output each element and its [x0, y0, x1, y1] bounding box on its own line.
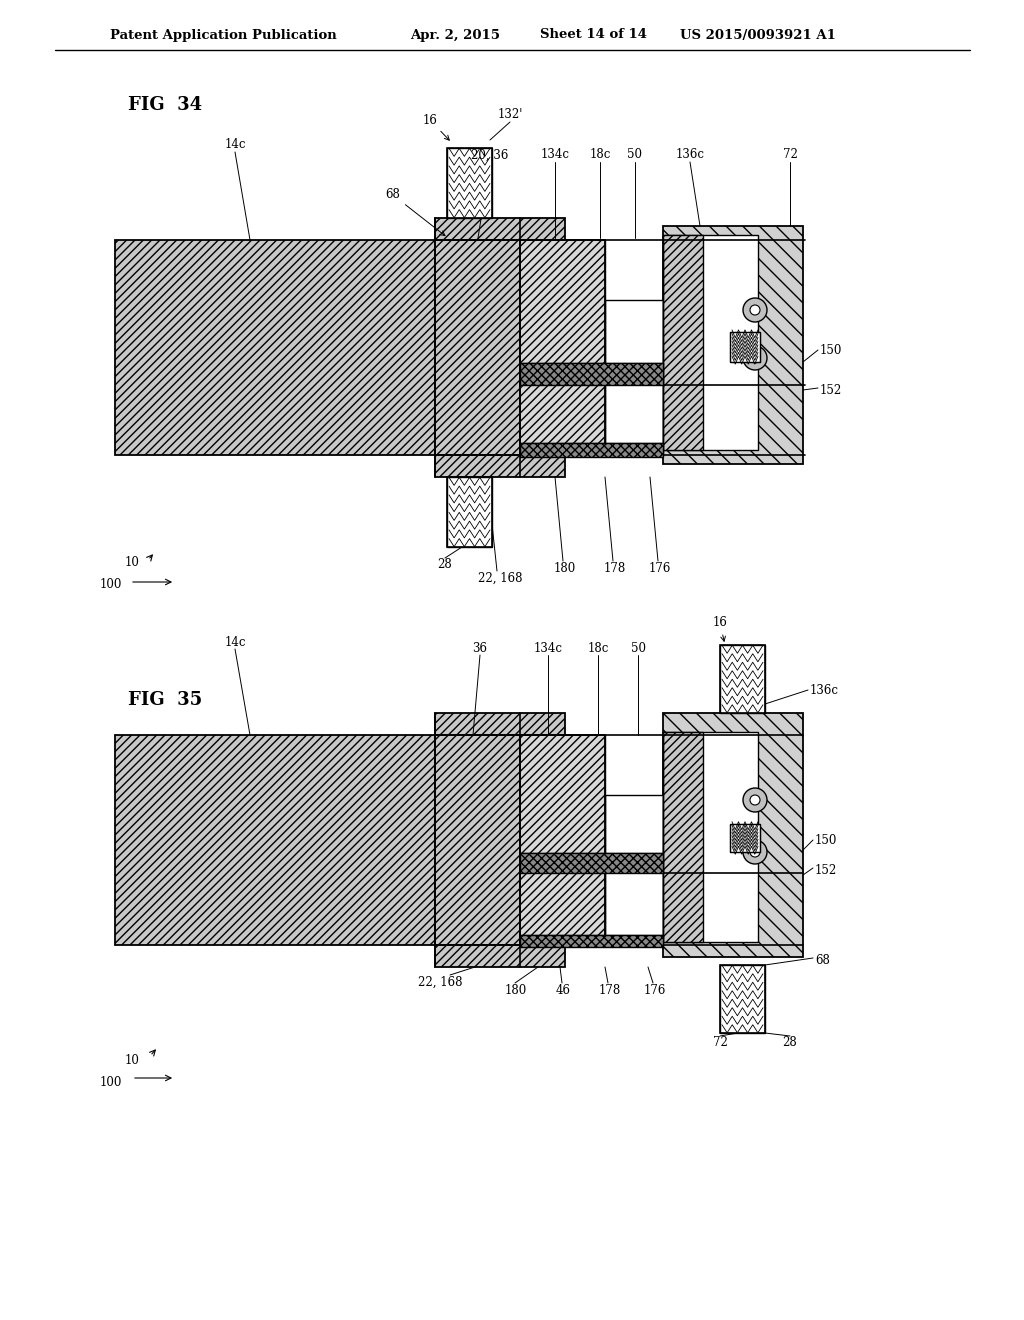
Circle shape	[750, 795, 760, 805]
Bar	[115, 735, 435, 945]
Text: 36: 36	[472, 642, 487, 655]
Text: Sheet 14 of 14: Sheet 14 of 14	[540, 29, 647, 41]
Text: 28: 28	[782, 1036, 798, 1049]
Text: 176: 176	[644, 983, 667, 997]
Bar	[720, 965, 765, 1034]
Circle shape	[750, 305, 760, 315]
Circle shape	[743, 346, 767, 370]
Bar	[663, 713, 803, 957]
Circle shape	[743, 840, 767, 865]
Bar	[447, 148, 492, 218]
Bar	[435, 218, 565, 240]
Bar	[435, 735, 520, 945]
Bar	[720, 645, 765, 713]
Text: 50: 50	[628, 149, 642, 161]
Text: 72: 72	[713, 1036, 727, 1049]
Bar	[435, 455, 565, 477]
Bar	[447, 148, 492, 218]
Text: 16: 16	[713, 616, 727, 642]
Text: FIG  35: FIG 35	[128, 690, 202, 709]
Bar	[663, 235, 758, 450]
Text: 18c: 18c	[590, 149, 610, 161]
Bar	[663, 733, 703, 942]
Bar	[435, 240, 520, 455]
Text: 100: 100	[100, 1076, 123, 1089]
Bar	[605, 375, 663, 445]
Bar	[730, 824, 760, 851]
Text: 68: 68	[386, 189, 445, 236]
Bar	[730, 333, 760, 362]
Bar	[720, 965, 765, 1034]
Bar	[520, 735, 605, 945]
Bar	[447, 477, 492, 546]
Text: 176: 176	[649, 561, 671, 574]
Bar	[447, 477, 492, 546]
Text: 136c: 136c	[676, 149, 705, 161]
Text: 14c: 14c	[224, 635, 246, 648]
Bar	[605, 300, 663, 366]
Text: 136c: 136c	[810, 684, 839, 697]
Bar	[663, 235, 703, 450]
Text: 150: 150	[815, 833, 838, 846]
Text: 18c: 18c	[588, 642, 608, 655]
Text: 10: 10	[125, 557, 140, 569]
Text: 180: 180	[554, 561, 577, 574]
Text: FIG  34: FIG 34	[128, 96, 202, 114]
Bar	[720, 645, 765, 713]
Text: 178: 178	[604, 561, 626, 574]
Text: 152: 152	[815, 863, 838, 876]
Bar	[520, 853, 663, 873]
Bar	[663, 226, 803, 465]
Text: US 2015/0093921 A1: US 2015/0093921 A1	[680, 29, 836, 41]
Bar	[520, 240, 605, 455]
Text: Patent Application Publication: Patent Application Publication	[110, 29, 337, 41]
Text: 134c: 134c	[534, 642, 562, 655]
Text: 50: 50	[631, 642, 645, 655]
Bar	[520, 935, 663, 946]
Text: Apr. 2, 2015: Apr. 2, 2015	[410, 29, 500, 41]
Text: 46: 46	[555, 983, 570, 997]
Text: 100: 100	[100, 578, 123, 591]
Text: 150: 150	[820, 343, 843, 356]
Bar	[730, 333, 760, 362]
Bar	[605, 865, 663, 937]
Text: 14c: 14c	[224, 139, 246, 152]
Text: 72: 72	[782, 149, 798, 161]
Text: 16: 16	[423, 114, 450, 140]
Circle shape	[743, 788, 767, 812]
Text: 132': 132'	[498, 108, 522, 121]
Circle shape	[750, 847, 760, 857]
Bar	[520, 444, 663, 457]
Bar	[115, 240, 435, 455]
Text: 22, 168: 22, 168	[478, 572, 522, 585]
Text: 134c: 134c	[541, 149, 569, 161]
Text: 20, 36: 20, 36	[471, 149, 509, 161]
Bar	[663, 733, 758, 942]
Circle shape	[750, 352, 760, 363]
Text: 180: 180	[505, 983, 527, 997]
Bar	[605, 795, 663, 855]
Text: 152: 152	[820, 384, 843, 396]
Text: 178: 178	[599, 983, 622, 997]
Bar	[435, 713, 565, 735]
Bar	[730, 824, 760, 851]
Text: 28: 28	[437, 558, 453, 572]
Bar	[435, 945, 565, 968]
Text: 10: 10	[125, 1053, 140, 1067]
Text: 68: 68	[815, 953, 829, 966]
Bar	[520, 363, 663, 385]
Circle shape	[743, 298, 767, 322]
Text: 22, 168: 22, 168	[418, 975, 462, 989]
